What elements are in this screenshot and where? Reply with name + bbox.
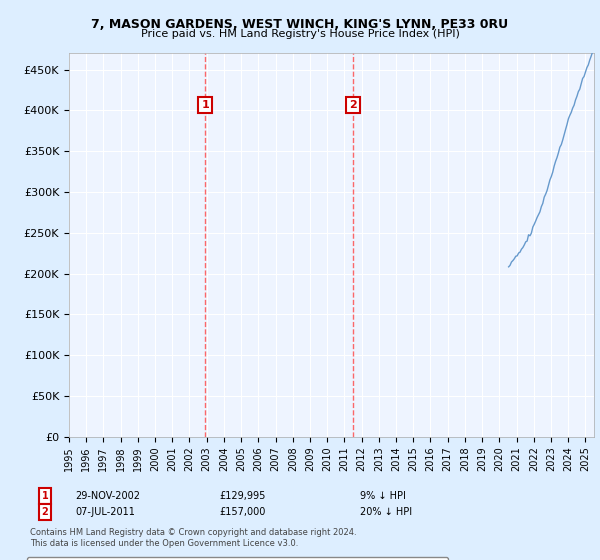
Text: 29-NOV-2002: 29-NOV-2002: [75, 491, 140, 501]
Text: 7, MASON GARDENS, WEST WINCH, KING'S LYNN, PE33 0RU: 7, MASON GARDENS, WEST WINCH, KING'S LYN…: [91, 18, 509, 31]
Text: 20% ↓ HPI: 20% ↓ HPI: [360, 507, 412, 517]
Text: £157,000: £157,000: [219, 507, 265, 517]
Text: 1: 1: [202, 100, 209, 110]
Text: 1: 1: [41, 491, 49, 501]
Text: 9% ↓ HPI: 9% ↓ HPI: [360, 491, 406, 501]
Text: Contains HM Land Registry data © Crown copyright and database right 2024.
This d: Contains HM Land Registry data © Crown c…: [30, 528, 356, 548]
Text: 2: 2: [41, 507, 49, 517]
Text: 07-JUL-2011: 07-JUL-2011: [75, 507, 135, 517]
Legend: 7, MASON GARDENS, WEST WINCH, KING'S LYNN, PE33 0RU (detached house), HPI: Avera: 7, MASON GARDENS, WEST WINCH, KING'S LYN…: [26, 557, 448, 560]
Text: 2: 2: [349, 100, 357, 110]
Text: Price paid vs. HM Land Registry's House Price Index (HPI): Price paid vs. HM Land Registry's House …: [140, 29, 460, 39]
Text: £129,995: £129,995: [219, 491, 265, 501]
